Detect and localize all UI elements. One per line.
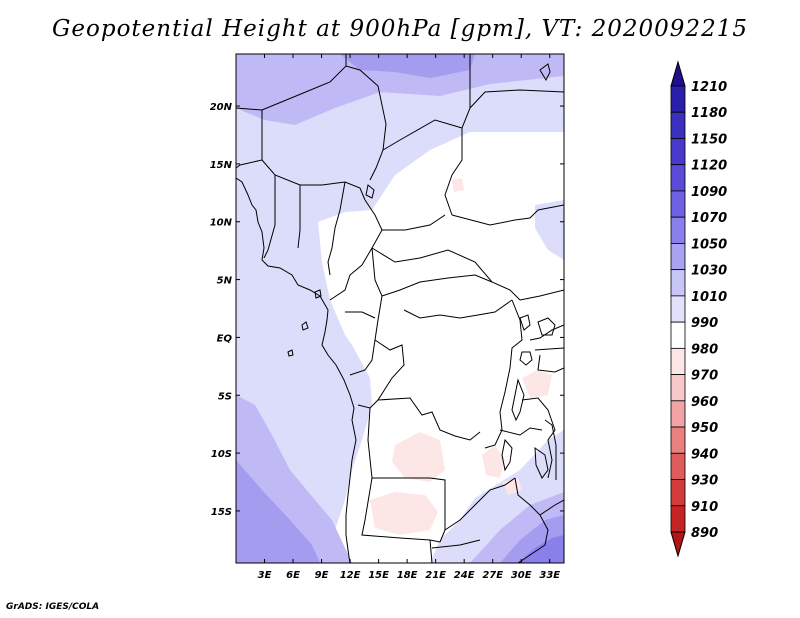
colorbar-swatch [670,426,686,454]
colorbar-swatch [670,374,686,402]
colorbar-swatch [670,164,686,192]
colorbar-level-label: 1150 [691,132,727,147]
lon-tick-label: 15E [368,570,389,581]
colorbar-swatch [670,479,686,507]
lon-tick-label: 9E [315,570,329,581]
lat-tick-label: 10N [210,218,233,229]
contour-field [236,54,564,563]
colorbar-level-label: 1180 [691,106,727,121]
height-band-1050 [236,54,564,563]
colorbar-min-arrow [670,531,686,558]
colorbar-swatch [670,295,686,323]
lon-tick-label: 33E [539,570,560,581]
colorbar-swatch [670,243,686,271]
lat-tick-label: 15N [210,160,233,171]
colorbar-level-label: 1010 [691,290,727,305]
lat-tick-label: 5N [217,276,233,287]
lat-tick-label: 10S [211,449,232,460]
lon-tick-label: 24E [454,570,475,581]
lat-tick-label: 15S [211,507,232,518]
political-borders [236,54,564,563]
lon-tick-label: 21E [425,570,446,581]
colorbar-swatch [670,269,686,297]
latitude-axis: 20N 15N 10N 5N EQ 5S 10S 15S [210,102,564,518]
colorbar-swatch [670,190,686,218]
longitude-axis: 3E 6E 9E 12E 15E 18E 21E 24E 27E 30E 33E [258,54,560,581]
colorbar-swatch [670,347,686,375]
colorbar-level-label: 910 [691,500,718,515]
lon-tick-label: 27E [482,570,503,581]
colorbar-level-label: 940 [691,447,718,462]
height-band-1070 [518,535,564,563]
colorbar-swatch [670,400,686,428]
lat-tick-label: EQ [217,333,233,344]
colorbar: 1210 1180 1150 1120 1090 1070 1050 1030 1010 990 9… [670,60,727,558]
colorbar-max-arrow [670,60,686,87]
colorbar-swatch [670,216,686,244]
colorbar-swatch [670,505,686,533]
colorbar-level-label: 1070 [691,211,727,226]
lon-tick-label: 3E [258,570,272,581]
colorbar-level-label: 990 [691,316,718,331]
lon-tick-label: 18E [397,570,418,581]
colorbar-level-label: 970 [691,369,718,384]
colorbar-level-label: 950 [691,421,718,436]
colorbar-level-label: 980 [691,342,718,357]
lat-tick-label: 5S [218,391,232,402]
colorbar-swatch [670,138,686,166]
colorbar-swatch [670,452,686,480]
colorbar-swatch [670,111,686,139]
colorbar-level-label: 1090 [691,185,727,200]
height-band-980 [370,178,552,535]
colorbar-level-label: 890 [691,526,718,541]
lon-tick-label: 12E [340,570,361,581]
map-frame [235,53,565,564]
map-title: Geopotential Height at 900hPa [gpm], VT:… [52,16,748,42]
lat-tick-label: 20N [210,102,233,113]
colorbar-swatch [670,85,686,113]
grads-credit: GrADS: IGES/COLA [6,602,100,612]
colorbar-level-label: 1210 [691,80,727,95]
colorbar-level-label: 960 [691,395,718,410]
colorbar-swatch [670,321,686,349]
colorbar-level-label: 1120 [691,159,727,174]
lon-tick-label: 6E [286,570,300,581]
lon-tick-label: 30E [511,570,532,581]
colorbar-level-label: 1030 [691,264,727,279]
colorbar-level-label: 1050 [691,237,727,252]
colorbar-level-label: 930 [691,474,718,489]
